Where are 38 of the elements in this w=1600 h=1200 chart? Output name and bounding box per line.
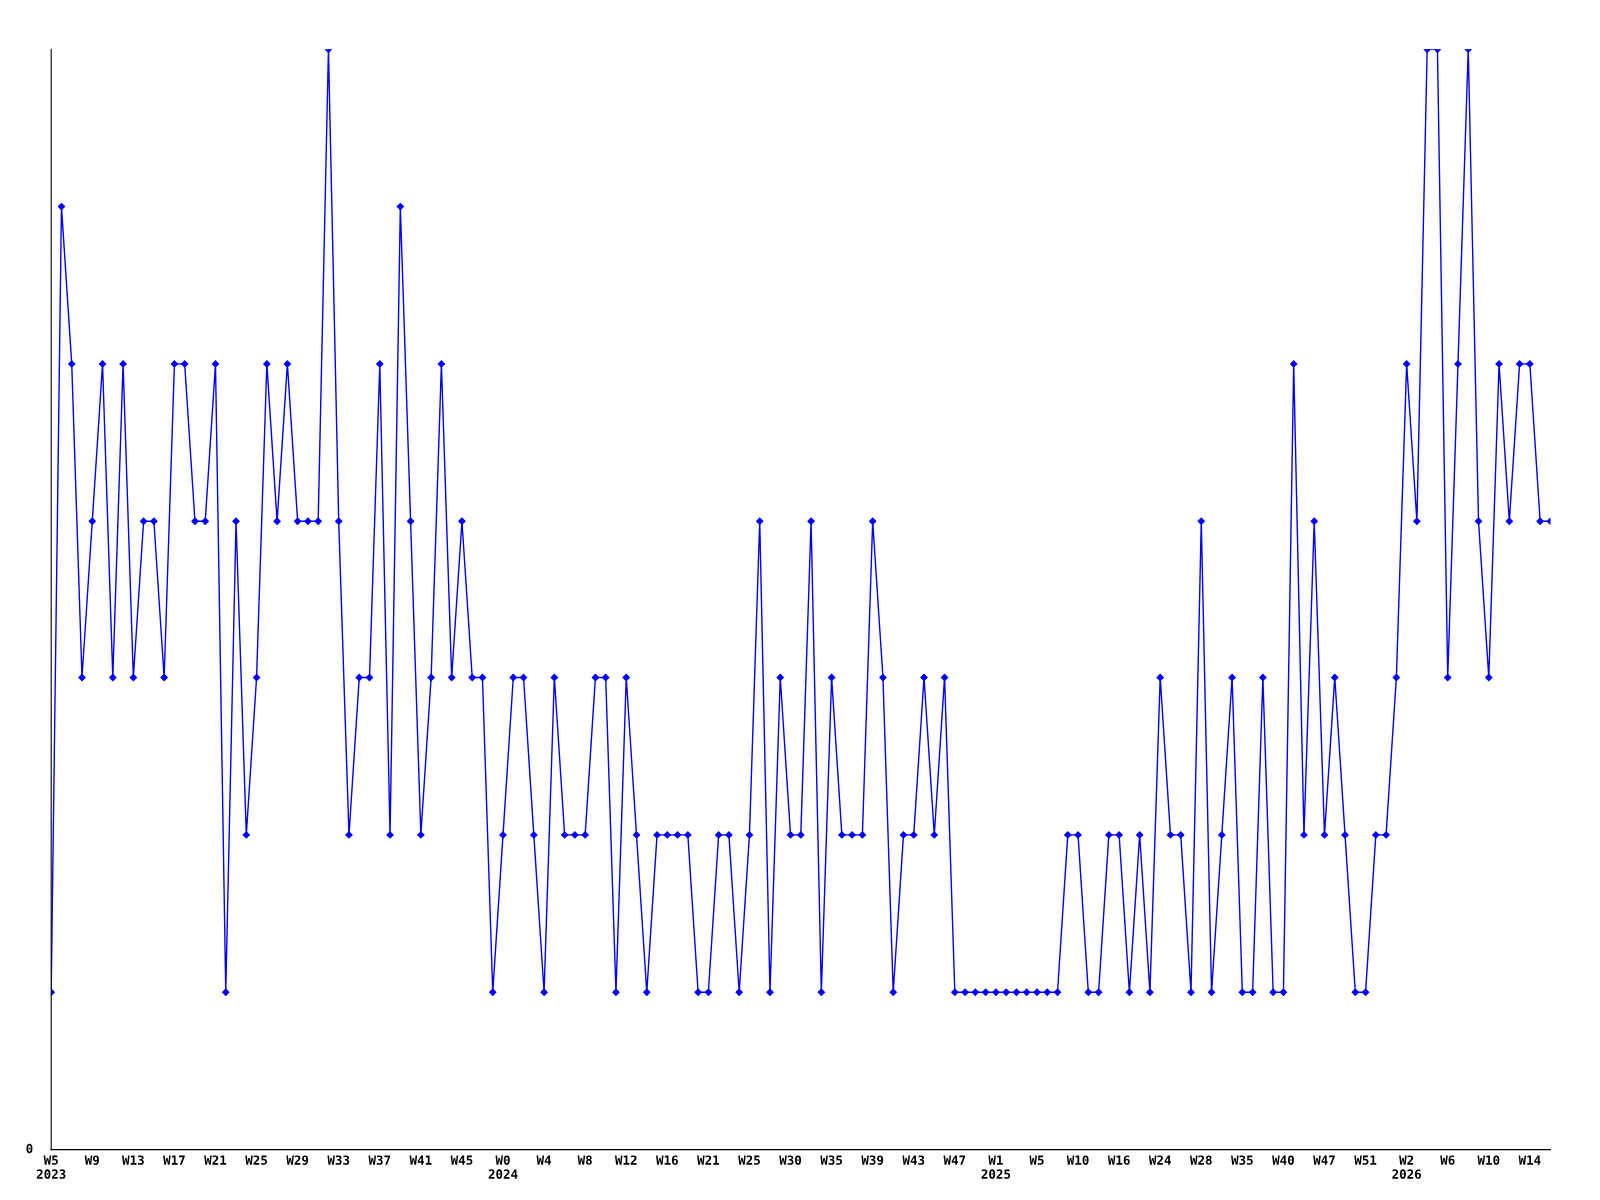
x-tick-label: W29: [286, 1155, 309, 1165]
x-tick-label: W13: [122, 1155, 144, 1165]
x-tick-label: W33: [327, 1155, 350, 1165]
x-tick-label: W39: [861, 1155, 884, 1165]
text: 0: [26, 1143, 33, 1154]
x-tick-label: W12: [614, 1155, 637, 1165]
x-tick-label: W0 2024: [488, 1155, 518, 1179]
x-tick-label: W5: [1029, 1155, 1044, 1165]
x-tick-label: W43: [902, 1155, 925, 1165]
x-tick-label: W47: [943, 1155, 966, 1165]
x-tick-label: W14: [1518, 1155, 1541, 1165]
x-tick-label: W4: [536, 1155, 552, 1165]
x-tick-label: W5 2023: [36, 1155, 66, 1179]
x-tick-label: W35: [820, 1155, 843, 1165]
x-tick-label: W21: [697, 1155, 720, 1165]
x-tick-label: W41: [409, 1155, 432, 1165]
x-tick-label: W21: [204, 1155, 227, 1165]
x-tick-label: W6: [1440, 1155, 1455, 1165]
x-tick-label: W24: [1148, 1155, 1171, 1165]
x-tick-label: W30: [779, 1155, 802, 1165]
x-tick-label: W2 2026: [1392, 1155, 1422, 1179]
x-tick-label: W25: [738, 1155, 760, 1165]
x-tick-label: W51: [1354, 1155, 1377, 1165]
x-tick-label: W25: [245, 1155, 268, 1165]
x-tick-label: W37: [368, 1155, 391, 1165]
x-tick-label: W28: [1189, 1155, 1212, 1165]
x-tick-label: W17: [163, 1155, 185, 1165]
x-tick-label: W45: [450, 1155, 473, 1165]
x-tick-label: W1 2025: [981, 1155, 1011, 1179]
x-tick-label: W40: [1272, 1155, 1294, 1165]
x-tick-label: W47: [1313, 1155, 1335, 1165]
x-tick-label: W35: [1231, 1155, 1253, 1165]
x-tick-label: W16: [656, 1155, 678, 1165]
x-tick-label: W10: [1477, 1155, 1500, 1165]
x-tick-label: W9: [84, 1155, 99, 1165]
x-tick-label: W10: [1066, 1155, 1089, 1165]
x-tick-label: W16: [1107, 1155, 1130, 1165]
x-tick-label: W8: [577, 1155, 592, 1165]
